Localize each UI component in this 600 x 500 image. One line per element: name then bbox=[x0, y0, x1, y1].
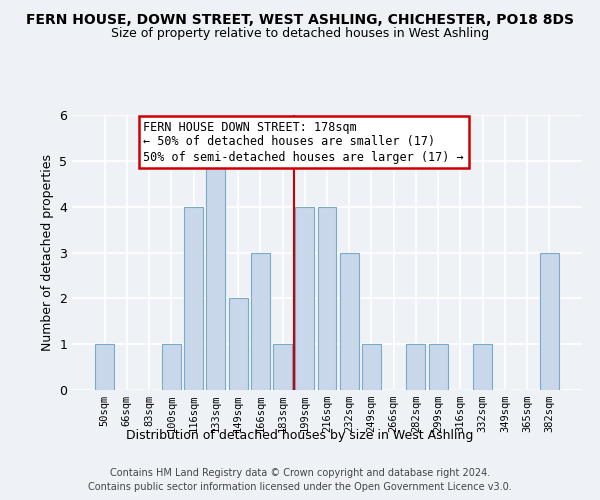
Bar bbox=[184, 206, 203, 390]
Text: FERN HOUSE, DOWN STREET, WEST ASHLING, CHICHESTER, PO18 8DS: FERN HOUSE, DOWN STREET, WEST ASHLING, C… bbox=[26, 12, 574, 26]
Bar bbox=[295, 206, 314, 390]
Text: Contains public sector information licensed under the Open Government Licence v3: Contains public sector information licen… bbox=[88, 482, 512, 492]
Bar bbox=[273, 344, 292, 390]
Bar bbox=[406, 344, 425, 390]
Text: Size of property relative to detached houses in West Ashling: Size of property relative to detached ho… bbox=[111, 28, 489, 40]
Text: Contains HM Land Registry data © Crown copyright and database right 2024.: Contains HM Land Registry data © Crown c… bbox=[110, 468, 490, 477]
Y-axis label: Number of detached properties: Number of detached properties bbox=[41, 154, 53, 351]
Bar bbox=[317, 206, 337, 390]
Bar bbox=[251, 252, 270, 390]
Text: Distribution of detached houses by size in West Ashling: Distribution of detached houses by size … bbox=[127, 428, 473, 442]
Bar bbox=[473, 344, 492, 390]
Bar bbox=[429, 344, 448, 390]
Bar bbox=[162, 344, 181, 390]
Bar bbox=[362, 344, 381, 390]
Bar bbox=[206, 161, 225, 390]
Text: FERN HOUSE DOWN STREET: 178sqm
← 50% of detached houses are smaller (17)
50% of : FERN HOUSE DOWN STREET: 178sqm ← 50% of … bbox=[143, 120, 464, 164]
Bar bbox=[340, 252, 359, 390]
Bar bbox=[95, 344, 114, 390]
Bar bbox=[540, 252, 559, 390]
Bar bbox=[229, 298, 248, 390]
